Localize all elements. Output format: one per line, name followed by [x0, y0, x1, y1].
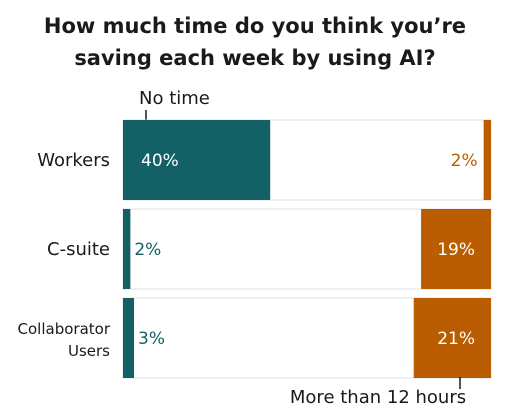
bar-rows: Workers 40% 2% C-suite 2% 19% Collaborator User… [18, 119, 492, 379]
annotation-no-time: No time [139, 88, 210, 109]
value-label-more-than-12-hours: 21% [437, 329, 475, 349]
category-label: C-suite [47, 239, 110, 260]
category-label: Workers [37, 150, 110, 171]
chart-title-line-1: How much time do you think you’re [44, 14, 466, 38]
chart-title-line-2: saving each week by using AI? [74, 46, 435, 70]
value-label-no-time: 2% [134, 240, 161, 260]
value-label-no-time: 3% [138, 329, 165, 349]
bar-more-than-12-hours [421, 209, 491, 289]
bar-no-time [123, 120, 271, 200]
value-label-more-than-12-hours: 2% [451, 151, 478, 171]
value-label-no-time: 40% [141, 151, 179, 171]
bar-more-than-12-hours [413, 298, 491, 378]
category-label: Users [68, 342, 110, 360]
bar-no-time [123, 209, 131, 289]
category-label: Collaborator [18, 320, 111, 338]
bar-no-time [123, 298, 135, 378]
value-label-more-than-12-hours: 19% [437, 240, 475, 260]
annotation-more-than-12-hours: More than 12 hours [290, 387, 466, 408]
bar-more-than-12-hours [483, 120, 491, 200]
